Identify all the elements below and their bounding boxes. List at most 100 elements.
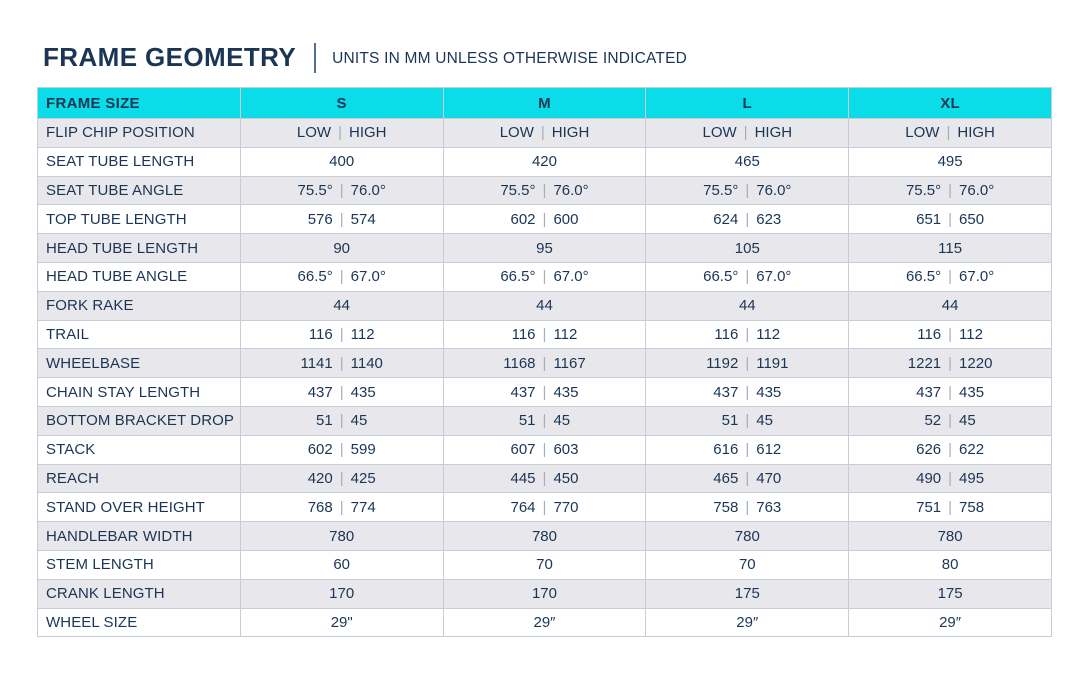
value-high: 770 (553, 498, 579, 516)
table-row: HEAD TUBE ANGLE 66.5° | 67.0° 66.5° | 67.0° 66.… (37, 261, 1052, 292)
value-high: 1191 (756, 354, 789, 372)
value-cell: 602 | 600 (442, 204, 647, 235)
value-low: 758 (713, 498, 739, 516)
value-low: LOW (296, 124, 332, 142)
value-cell: 624 | 623 (645, 204, 850, 235)
row-label: FORK RAKE (37, 290, 241, 321)
value-low: 490 (916, 469, 942, 487)
value-low: 626 (916, 441, 942, 459)
value-separator: | (745, 181, 750, 199)
value-cell: 651 | 650 (848, 204, 1052, 235)
value-cell: 1221 | 1220 (848, 348, 1052, 379)
value-low: 75.5° (500, 181, 536, 199)
table-row: STEM LENGTH 60 70 70 80 (37, 549, 1052, 580)
value-low: 1168 (503, 354, 536, 372)
table-row: FLIP CHIP POSITION LOW | HIGH LOW | HIGH LOW | HI… (37, 118, 1052, 148)
value-cell: 175 (848, 578, 1052, 609)
value-cell: 75.5° | 76.0° (239, 175, 444, 206)
value-separator: | (542, 181, 547, 199)
value-low: LOW (499, 124, 534, 142)
value-low: 75.5° (703, 181, 739, 199)
value-separator: | (745, 498, 750, 516)
value-low: LOW (702, 124, 737, 142)
value-low: 616 (713, 441, 739, 459)
value-separator: | (745, 469, 750, 487)
value-low: 66.5° (297, 268, 333, 286)
value-cell: 400 (239, 146, 444, 177)
value-separator: | (339, 325, 344, 343)
table-row: CRANK LENGTH 170 170 175 175 (37, 578, 1052, 609)
value-separator: | (542, 268, 547, 286)
value-separator: | (948, 268, 953, 286)
value-high: 76.0° (959, 181, 995, 199)
value-cell: 170 (442, 578, 647, 609)
table-row: STAND OVER HEIGHT 768 | 774 764 | 770 758 | 763 75… (37, 492, 1052, 523)
value-high: 600 (553, 210, 579, 228)
value-cell: 1192 | 1191 (645, 348, 850, 379)
value-low: 1141 (300, 354, 333, 372)
value-cell: 437 | 435 (442, 377, 647, 407)
table-row: STACK 602 | 599 607 | 603 616 | 612 626 | 622 (37, 434, 1052, 465)
table-row: CHAIN STAY LENGTH 437 | 435 437 | 435 437 | 435 43… (37, 377, 1052, 407)
row-label: SEAT TUBE LENGTH (37, 146, 241, 177)
value-low: 764 (510, 498, 536, 516)
value-high: 45 (350, 412, 368, 430)
value-cell: LOW | HIGH (442, 118, 647, 148)
value-cell: 44 (239, 290, 444, 321)
value-high: 623 (756, 210, 782, 228)
value-cell: 116 | 112 (442, 319, 647, 350)
value-separator: | (948, 325, 953, 343)
page-header: FRAME GEOMETRY UNITS IN MM UNLESS OTHERW… (43, 42, 1081, 73)
value-separator: | (948, 354, 953, 372)
header-row: FRAME SIZE S M L XL (37, 87, 1052, 119)
value-cell: 90 (239, 233, 444, 263)
value-high: 622 (959, 441, 985, 459)
value-separator: | (745, 325, 750, 343)
value-cell: LOW | HIGH (239, 118, 444, 148)
value-high: 112 (553, 325, 578, 343)
value-separator: | (542, 498, 547, 516)
value-low: 1192 (706, 354, 739, 372)
value-low: 602 (510, 210, 536, 228)
value-low: 1221 (907, 354, 942, 372)
value-cell: 29" (239, 607, 444, 638)
value-cell: LOW | HIGH (848, 118, 1052, 148)
value-low: 437 (713, 383, 739, 401)
value-high: 1220 (959, 354, 993, 372)
value-cell: 437 | 435 (848, 377, 1052, 407)
row-label: STAND OVER HEIGHT (37, 492, 241, 523)
value-low: 576 (307, 210, 333, 228)
table-row: SEAT TUBE ANGLE 75.5° | 76.0° 75.5° | 76.0° 75.… (37, 175, 1052, 206)
column-header-frame-size: FRAME SIZE (37, 87, 241, 119)
value-low: 602 (307, 441, 333, 459)
value-cell: 51 | 45 (645, 405, 850, 436)
value-separator: | (339, 181, 344, 199)
column-header-xl: XL (848, 87, 1052, 119)
value-cell: 66.5° | 67.0° (239, 261, 444, 292)
value-cell: 44 (442, 290, 647, 321)
value-high: 112 (959, 325, 983, 343)
value-low: 116 (511, 325, 536, 343)
table-row: WHEELBASE 1141 | 1140 1168 | 1167 1192 | 1191 1221… (37, 348, 1052, 379)
value-high: 435 (553, 383, 579, 401)
value-high: 435 (350, 383, 376, 401)
title-divider (314, 42, 317, 73)
row-label: BOTTOM BRACKET DROP (37, 405, 241, 436)
row-label: REACH (37, 463, 241, 494)
value-cell: 51 | 45 (442, 405, 647, 436)
table-row: BOTTOM BRACKET DROP 51 | 45 51 | 45 51 | 45 52 | 45 (37, 405, 1052, 436)
value-separator: | (948, 498, 953, 516)
row-label: FLIP CHIP POSITION (37, 118, 241, 148)
table-row: HANDLEBAR WIDTH 780 780 780 780 (37, 521, 1052, 551)
value-high: 45 (553, 412, 571, 430)
value-low: 607 (510, 441, 536, 459)
value-separator: | (339, 383, 344, 401)
value-separator: | (542, 383, 547, 401)
table-body: FLIP CHIP POSITION LOW | HIGH LOW | HIGH LOW | HI… (37, 118, 1052, 638)
value-high: 470 (756, 469, 782, 487)
value-high: 76.0° (756, 181, 792, 199)
value-high: 112 (756, 325, 781, 343)
value-high: 1167 (553, 354, 586, 372)
value-low: 437 (916, 383, 942, 401)
value-cell: 751 | 758 (848, 492, 1052, 523)
